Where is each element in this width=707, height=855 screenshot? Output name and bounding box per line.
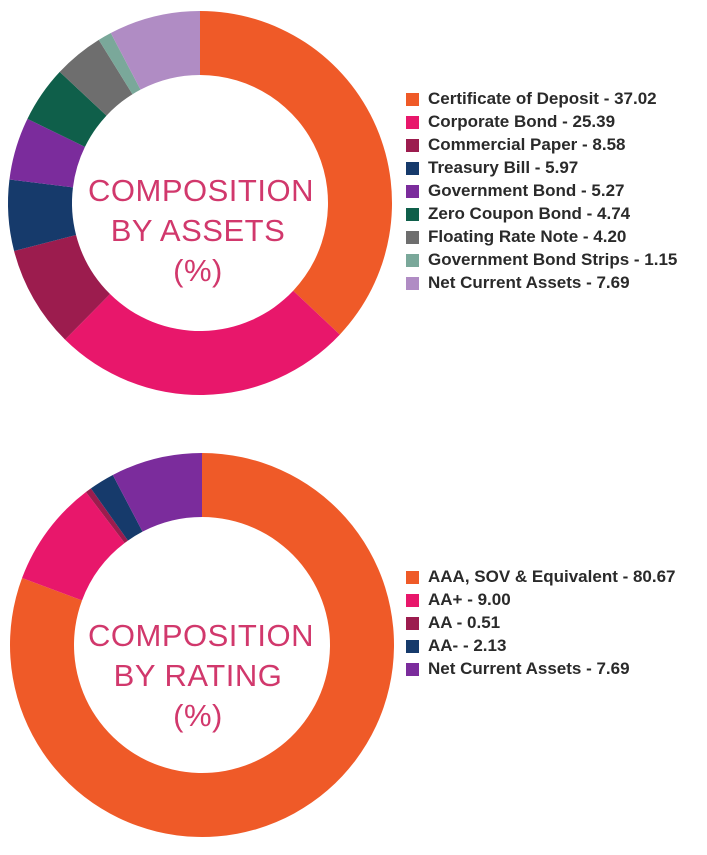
legend-swatch	[406, 640, 419, 653]
assets-slice-certificate-of-deposit	[200, 11, 393, 335]
assets-slice-commercial-paper	[14, 234, 111, 340]
legend-swatch	[406, 231, 419, 244]
rating-title-line-3: (%)	[173, 698, 223, 733]
legend-swatch	[406, 617, 419, 630]
rating-title-line-1: COMPOSITION	[88, 618, 314, 653]
legend-swatch	[406, 208, 419, 221]
assets-legend-item: Corporate Bond - 25.39	[406, 110, 677, 133]
legend-label: Treasury Bill - 5.97	[428, 158, 579, 177]
legend-label: Certificate of Deposit - 37.02	[428, 89, 657, 108]
legend-label: Net Current Assets - 7.69	[428, 659, 630, 678]
legend-swatch	[406, 594, 419, 607]
legend-swatch	[406, 571, 419, 584]
rating-slice-aa	[85, 488, 128, 544]
legend-label: Government Bond - 5.27	[428, 181, 625, 200]
rating-chart: COMPOSITION BY RATING (%) AAA, SOV & Equ…	[0, 440, 707, 855]
rating-slice-net-current-assets	[112, 453, 202, 532]
legend-swatch	[406, 185, 419, 198]
legend-swatch	[406, 663, 419, 676]
legend-swatch	[406, 254, 419, 267]
rating-legend: AAA, SOV & Equivalent - 80.67 AA+ - 9.00 A…	[406, 565, 691, 680]
legend-swatch	[406, 93, 419, 106]
assets-legend-item: Certificate of Deposit - 37.02	[406, 87, 677, 110]
legend-swatch	[406, 116, 419, 129]
rating-slice-aa	[22, 492, 125, 601]
assets-slice-net-current-assets	[110, 11, 200, 90]
rating-legend-item: AAA, SOV & Equivalent - 80.67	[406, 565, 691, 588]
legend-label: Commercial Paper - 8.58	[428, 135, 626, 154]
assets-legend-item: Treasury Bill - 5.97	[406, 156, 677, 179]
assets-slice-government-bond-strips	[98, 32, 141, 95]
assets-slice-floating-rate-note	[59, 39, 133, 116]
legend-label: AA - 0.51	[428, 613, 501, 632]
assets-slice-corporate-bond	[65, 290, 340, 395]
assets-legend-item: Zero Coupon Bond - 4.74	[406, 202, 677, 225]
legend-label: Zero Coupon Bond - 4.74	[428, 204, 631, 223]
legend-label: Net Current Assets - 7.69	[428, 273, 630, 292]
rating-donut	[9, 453, 395, 837]
legend-label: AA+ - 9.00	[428, 590, 511, 609]
rating-legend-item: AA- - 2.13	[406, 634, 691, 657]
legend-swatch	[406, 277, 419, 290]
legend-label: Government Bond Strips - 1.15	[428, 250, 678, 269]
assets-title-line-1: COMPOSITION	[88, 173, 314, 208]
rating-legend-item: AA+ - 9.00	[406, 588, 691, 611]
assets-legend-item: Commercial Paper - 8.58	[406, 133, 677, 156]
rating-slice-aa	[90, 474, 143, 541]
rating-legend-item: AA - 0.51	[406, 611, 691, 634]
legend-swatch	[406, 162, 419, 175]
assets-legend-item: Government Bond - 5.27	[406, 179, 677, 202]
assets-slice-treasury-bill	[7, 179, 77, 251]
rating-legend-item: Net Current Assets - 7.69	[406, 657, 691, 680]
legend-label: Floating Rate Note - 4.20	[428, 227, 627, 246]
assets-legend-item: Floating Rate Note - 4.20	[406, 225, 677, 248]
assets-chart: COMPOSITION BY ASSETS (%) Certificate of…	[0, 0, 707, 410]
assets-legend-item: Net Current Assets - 7.69	[406, 271, 677, 294]
legend-label: AAA, SOV & Equivalent - 80.67	[428, 567, 676, 586]
assets-slice-government-bond	[9, 118, 85, 188]
rating-title-line-2: BY RATING	[113, 658, 283, 693]
assets-donut	[7, 11, 393, 395]
assets-legend-item: Government Bond Strips - 1.15	[406, 248, 677, 271]
assets-legend: Certificate of Deposit - 37.02 Corporate …	[406, 87, 677, 294]
assets-title-line-2: BY ASSETS	[110, 213, 286, 248]
rating-slice-aaa-sov-equivalent	[9, 453, 395, 837]
legend-label: Corporate Bond - 25.39	[428, 112, 616, 131]
assets-slice-zero-coupon-bond	[27, 71, 107, 147]
legend-swatch	[406, 139, 419, 152]
assets-center-title: COMPOSITION BY ASSETS (%)	[88, 171, 314, 291]
rating-center-title: COMPOSITION BY RATING (%)	[88, 616, 314, 736]
assets-title-line-3: (%)	[173, 253, 223, 288]
legend-label: AA- - 2.13	[428, 636, 507, 655]
